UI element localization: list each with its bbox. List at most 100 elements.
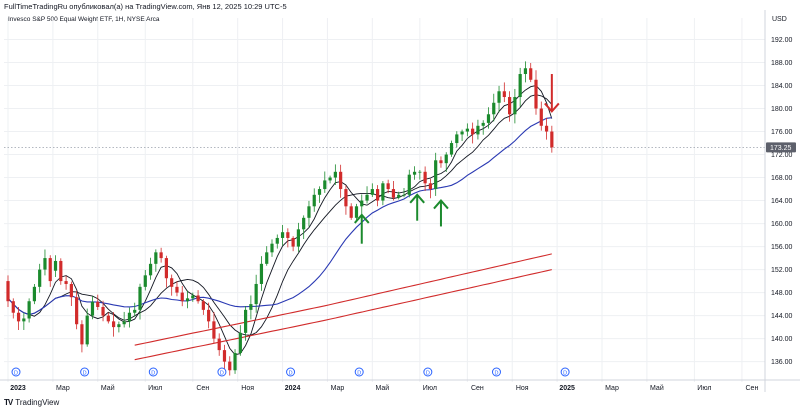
dividend-marker-label-0: D xyxy=(14,371,18,377)
candle-body-42 xyxy=(228,361,232,371)
candle-body-48 xyxy=(259,263,264,284)
candle-body-63 xyxy=(339,171,343,190)
candle-body-102 xyxy=(544,125,549,132)
candle-body-51 xyxy=(275,237,279,244)
arrow-up-head-2 xyxy=(433,199,449,210)
time-label-11: Ноя xyxy=(516,385,529,392)
candle-body-69 xyxy=(370,189,374,195)
candle-body-103 xyxy=(550,131,554,148)
candle-body-8 xyxy=(48,258,52,282)
price-tick-7: 164.00 xyxy=(771,198,793,205)
candle-body-52 xyxy=(280,232,285,238)
candle-body-97 xyxy=(518,74,522,98)
candle-body-101 xyxy=(539,108,543,126)
time-axis[interactable]: 2023 Мар Май Июл Сен Ноя 2024 Мар Май Июл Сен Ноя 20… xyxy=(0,379,800,392)
candle-body-68 xyxy=(365,194,369,201)
price-tick-10: 176.00 xyxy=(771,129,793,136)
candle-body-70 xyxy=(376,189,380,201)
candle-body-39 xyxy=(212,321,216,339)
candle-body-79 xyxy=(423,171,427,184)
candle-body-31 xyxy=(170,278,174,287)
dividend-marker-5 xyxy=(354,367,364,377)
last-price-label: 173.25 xyxy=(770,145,792,152)
price-tick-3: 148.00 xyxy=(771,290,793,297)
candle-body-71 xyxy=(381,183,385,201)
dividend-marker-2 xyxy=(148,367,158,377)
candle-body-77 xyxy=(412,171,417,175)
candle-body-85 xyxy=(455,134,459,144)
candle-body-41 xyxy=(222,350,227,362)
candle-body-21 xyxy=(117,324,121,328)
candle-body-67 xyxy=(360,200,364,207)
candle-body-11 xyxy=(64,281,68,284)
candle-body-2 xyxy=(16,312,21,322)
candle-body-45 xyxy=(244,309,248,333)
time-label-12: 2025 xyxy=(559,385,575,392)
candle-body-64 xyxy=(344,189,348,207)
candles xyxy=(6,61,554,376)
footer-brand: TV TradingView xyxy=(4,398,59,407)
dividend-marker-label-1: D xyxy=(83,371,87,377)
candle-body-9 xyxy=(53,260,58,271)
candle-body-15 xyxy=(85,315,89,345)
candle-body-25 xyxy=(138,286,142,310)
candle-body-16 xyxy=(90,301,95,316)
candle-body-12 xyxy=(69,283,73,298)
tradingview-logo-icon: TV xyxy=(4,398,13,407)
candle-body-37 xyxy=(201,301,205,310)
time-label-1: Мар xyxy=(56,385,70,392)
candle-body-99 xyxy=(529,68,533,80)
dividend-marker-8 xyxy=(560,367,570,377)
time-label-6: 2024 xyxy=(285,385,301,392)
price-tick-12: 184.00 xyxy=(771,83,793,90)
candle-body-29 xyxy=(159,252,163,259)
candle-body-80 xyxy=(428,183,432,190)
time-label-14: Май xyxy=(650,384,664,392)
price-tick-11: 180.00 xyxy=(771,106,793,113)
candle-body-94 xyxy=(502,91,506,98)
candle-body-13 xyxy=(75,297,79,325)
candle-body-5 xyxy=(32,286,36,302)
candle-body-87 xyxy=(465,128,469,132)
candle-body-43 xyxy=(233,352,237,371)
candle-body-33 xyxy=(180,292,184,302)
time-label-2: Май xyxy=(101,384,115,392)
candle-body-54 xyxy=(291,237,295,247)
candle-body-44 xyxy=(238,332,242,353)
candle-body-32 xyxy=(175,286,179,293)
candle-body-17 xyxy=(96,301,100,307)
candle-body-90 xyxy=(481,122,485,126)
currency-label: USD xyxy=(772,16,787,23)
candle-body-96 xyxy=(513,97,517,115)
candle-body-72 xyxy=(386,183,390,190)
candle-body-7 xyxy=(43,258,47,270)
chart-legend-title: Invesco S&P 500 Equal Weight ETF, 1Н, NY… xyxy=(8,16,160,23)
ma-fast-line xyxy=(7,85,553,356)
price-tick-1: 140.00 xyxy=(771,336,793,343)
dividend-marker-3 xyxy=(217,367,227,377)
candle-body-81 xyxy=(434,160,438,190)
candle-body-59 xyxy=(317,189,322,195)
candle-body-100 xyxy=(534,79,538,109)
candle-body-19 xyxy=(106,315,110,322)
time-label-3: Июл xyxy=(148,385,162,392)
time-label-4: Сен xyxy=(196,385,209,392)
price-tick-5: 156.00 xyxy=(771,244,793,251)
candle-body-6 xyxy=(38,269,42,287)
candle-body-74 xyxy=(397,194,401,198)
candle-body-73 xyxy=(391,189,396,198)
ma-red-upper-line xyxy=(134,253,552,346)
price-axis[interactable]: 136.00 140.00 144.00 148.00 152.00 156.00 160.… xyxy=(764,10,796,392)
dividend-marker-label-8: D xyxy=(563,371,567,377)
price-tick-2: 144.00 xyxy=(771,313,793,320)
time-label-13: Мар xyxy=(605,385,619,392)
candle-body-66 xyxy=(354,206,359,218)
price-tick-4: 152.00 xyxy=(771,267,793,274)
candle-body-58 xyxy=(312,194,316,207)
ma-red-lower-line xyxy=(134,269,552,361)
footer-brand-text: TradingView xyxy=(15,398,60,407)
candle-body-89 xyxy=(476,125,480,135)
candle-body-14 xyxy=(80,324,84,345)
